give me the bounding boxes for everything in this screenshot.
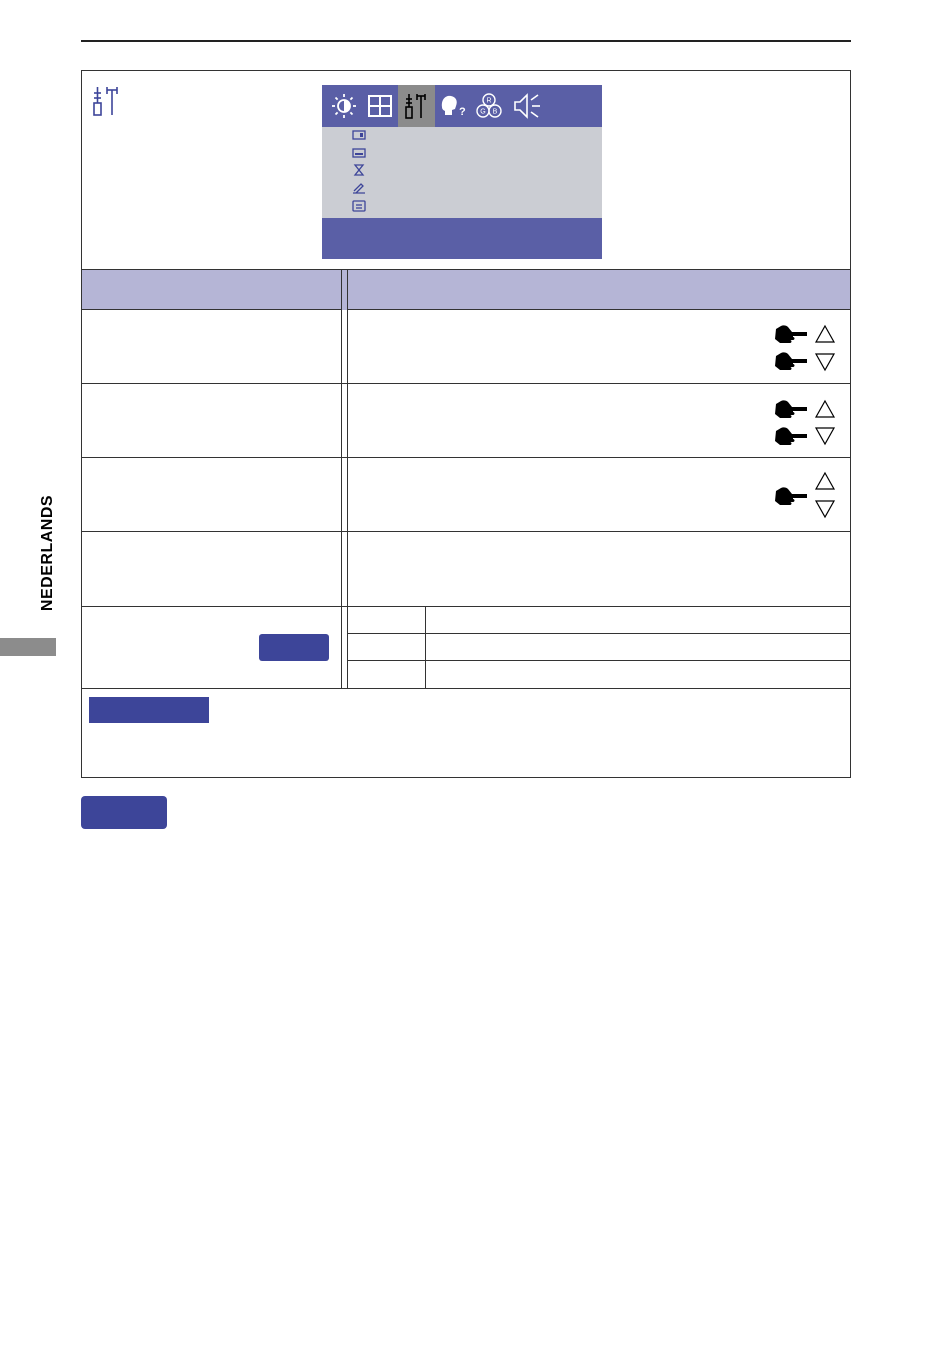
input-select-icon bbox=[352, 130, 366, 140]
language-help-icon: ? bbox=[435, 85, 471, 127]
triangle-down-icon bbox=[814, 427, 836, 446]
svg-text:B: B bbox=[493, 109, 498, 116]
sub-row-separator bbox=[348, 633, 850, 634]
column-header-description bbox=[348, 270, 850, 310]
side-tab-marker bbox=[0, 638, 56, 656]
column-header-item bbox=[82, 270, 341, 310]
tools-icon bbox=[93, 87, 118, 116]
osd-position-icon bbox=[352, 148, 366, 158]
row-separator bbox=[82, 457, 850, 458]
row-separator bbox=[82, 606, 850, 607]
hand-pointer-icon bbox=[775, 487, 807, 505]
information-icon bbox=[352, 200, 366, 212]
triangle-up-icon bbox=[814, 471, 836, 490]
triangle-down-icon bbox=[814, 353, 836, 372]
svg-text:?: ? bbox=[459, 106, 466, 118]
svg-text:R: R bbox=[486, 98, 491, 105]
tools-icon bbox=[398, 85, 435, 127]
sub-column-divider bbox=[425, 606, 426, 688]
top-rule bbox=[81, 40, 851, 42]
row-separator bbox=[82, 383, 850, 384]
brightness-contrast-icon bbox=[326, 85, 362, 127]
hand-pointer-icon bbox=[775, 400, 807, 418]
row-separator bbox=[82, 531, 850, 532]
hand-pointer-icon bbox=[775, 352, 807, 370]
sub-row-separator bbox=[348, 660, 850, 661]
triangle-down-icon bbox=[814, 500, 836, 519]
osd-item-list bbox=[322, 127, 602, 218]
language-side-tab: NEDERLANDS bbox=[39, 494, 56, 612]
image-grid-icon bbox=[362, 85, 398, 127]
note-label bbox=[89, 697, 209, 723]
triangle-up-icon bbox=[814, 324, 836, 343]
row-separator bbox=[82, 688, 850, 689]
hand-pointer-icon bbox=[775, 325, 807, 343]
triangle-up-icon bbox=[814, 399, 836, 418]
speaker-icon bbox=[507, 85, 547, 127]
note-badge bbox=[81, 796, 167, 829]
svg-text:G: G bbox=[480, 109, 485, 116]
pen-adjust-icon bbox=[353, 183, 365, 194]
hand-pointer-icon bbox=[775, 427, 807, 445]
column-divider bbox=[341, 270, 348, 688]
osd-footer-bar bbox=[322, 218, 602, 259]
timer-hourglass-icon bbox=[353, 164, 365, 176]
column-divider-header bbox=[341, 270, 348, 310]
menu-button-label bbox=[259, 634, 329, 661]
